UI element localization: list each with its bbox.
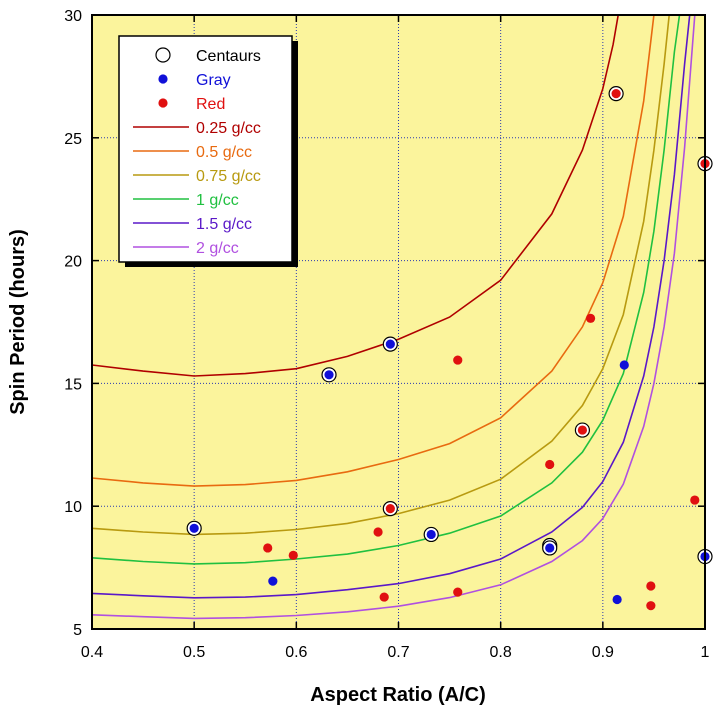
data-point: [690, 495, 700, 505]
y-tick-label: 20: [64, 254, 82, 271]
data-point: [379, 592, 389, 602]
legend-label: Gray: [196, 72, 231, 89]
density-curves: [92, 15, 696, 620]
data-point: [453, 355, 463, 365]
legend-centaur-symbol: [155, 47, 171, 63]
density-curve: [92, 15, 696, 620]
legend-label: Centaurs: [196, 48, 261, 65]
y-tick-label: 5: [73, 622, 82, 639]
data-point: [619, 360, 629, 370]
y-tick-label: 30: [64, 8, 82, 25]
data-point: [585, 313, 596, 323]
data-point: [189, 523, 199, 533]
y-tick-label: 15: [64, 376, 82, 393]
y-tick-label: 10: [64, 499, 82, 516]
x-tick-label: 0.9: [592, 644, 614, 661]
data-point: [646, 581, 656, 591]
data-point: [373, 527, 383, 537]
x-tick-label: 0.7: [387, 644, 409, 661]
density-curve: [92, 15, 655, 487]
legend-label: 2 g/cc: [196, 240, 239, 257]
legend: Centaurs Gray Red 0.25 g/cc 0.5 g/cc 0.75 g/c…: [118, 35, 298, 267]
legend-dot-symbol: [158, 74, 168, 84]
data-point: [577, 425, 588, 435]
data-point: [611, 88, 621, 99]
legend-dot-symbol: [158, 98, 168, 108]
y-tick-label: 25: [64, 131, 82, 148]
y-axis-title: Spin Period (hours): [7, 229, 29, 415]
data-points: [186, 85, 713, 611]
legend-label: 0.25 g/cc: [196, 120, 261, 137]
data-point: [545, 543, 555, 553]
data-point: [268, 576, 278, 586]
x-tick-label: 1: [701, 644, 710, 661]
legend-label: 1.5 g/cc: [196, 216, 252, 233]
x-tick-label: 0.4: [81, 644, 103, 661]
legend-label: 0.75 g/cc: [196, 168, 261, 185]
data-point: [612, 594, 622, 605]
data-point: [385, 339, 395, 349]
data-point: [385, 504, 395, 514]
data-point: [426, 529, 436, 540]
density-curve: [92, 15, 619, 377]
data-point: [288, 550, 298, 560]
x-tick-label: 0.5: [183, 644, 205, 661]
x-tick-label: 0.8: [490, 644, 512, 661]
legend-label: 1 g/cc: [196, 192, 239, 209]
density-curve: [92, 15, 670, 536]
density-curve: [92, 15, 691, 599]
density-curve: [92, 15, 681, 565]
data-point: [263, 543, 273, 553]
legend-box: [118, 35, 293, 263]
data-point: [545, 459, 555, 470]
x-axis-title: Aspect Ratio (A/C): [310, 684, 486, 706]
data-point: [324, 370, 334, 380]
legend-label: Red: [196, 96, 225, 113]
data-point: [646, 601, 656, 611]
x-tick-label: 0.6: [285, 644, 307, 661]
data-point: [453, 587, 463, 597]
legend-label: 0.5 g/cc: [196, 144, 252, 161]
